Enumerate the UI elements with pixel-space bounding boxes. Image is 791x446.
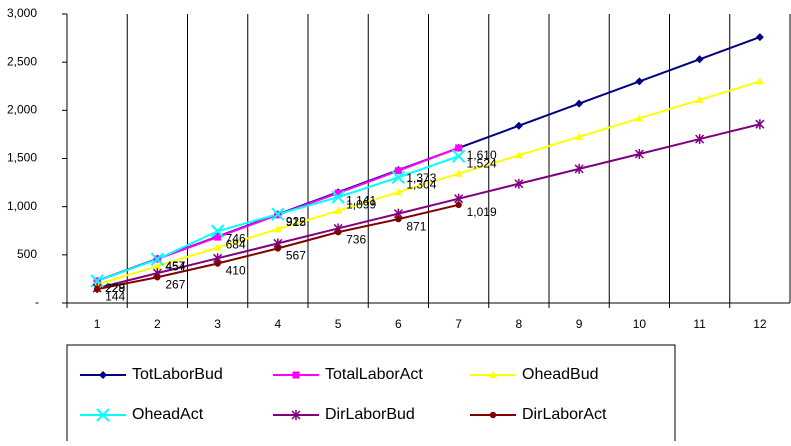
point (635, 77, 644, 86)
y-tick-label: 1,500 (7, 151, 37, 165)
point (93, 285, 101, 293)
x-tick-label: 9 (576, 317, 583, 331)
x-tick-label: 8 (516, 317, 523, 331)
point (455, 201, 462, 209)
point (455, 144, 463, 152)
x-tick-label: 1 (94, 317, 101, 331)
x-tick-label: 7 (455, 317, 462, 331)
data-label: 746 (226, 231, 246, 245)
point (214, 260, 221, 267)
point (154, 274, 161, 281)
point (514, 151, 523, 159)
x-tick-label: 11 (693, 317, 706, 331)
legend-marker (489, 371, 497, 378)
x-tick-label: 10 (633, 317, 647, 331)
y-tick-label: 2,500 (7, 54, 37, 68)
point (695, 55, 704, 64)
data-label: 567 (286, 249, 306, 263)
y-tick-label: 2,000 (7, 103, 37, 117)
point (391, 170, 406, 185)
data-label: 1,099 (346, 197, 376, 211)
point (755, 77, 764, 85)
point (695, 134, 705, 145)
data-label: 229 (105, 281, 125, 295)
point (574, 163, 584, 174)
legend-marker (96, 408, 110, 422)
y-tick-label: 1,000 (7, 199, 37, 213)
point (634, 148, 644, 159)
legend-label: DirLaborBud (325, 406, 415, 423)
point (153, 262, 162, 270)
x-tick-label: 12 (753, 317, 767, 331)
data-label: 410 (226, 264, 246, 278)
point (635, 114, 644, 122)
data-label: 457 (165, 259, 185, 273)
point (213, 243, 222, 251)
point (394, 188, 403, 196)
data-label: 1,304 (406, 178, 436, 192)
data-label: 1,610 (467, 148, 497, 162)
point (210, 224, 225, 238)
legend-label: DirLaborAct (522, 406, 607, 423)
point (150, 252, 165, 266)
x-tick-label: 4 (275, 317, 282, 331)
point (214, 233, 222, 241)
point (451, 149, 466, 163)
point (334, 206, 343, 214)
point (454, 169, 463, 177)
point (274, 245, 282, 252)
point (514, 121, 523, 130)
point (334, 189, 342, 197)
data-label: 915 (286, 215, 306, 229)
point (271, 207, 285, 221)
data-label: 1,019 (467, 205, 497, 219)
point (755, 33, 764, 42)
legend-label: OheadBud (522, 366, 599, 383)
legend-marker (489, 411, 497, 419)
legend-marker (291, 410, 301, 420)
data-label: 1,141 (346, 193, 376, 207)
data-label: 228 (105, 281, 125, 295)
data-label: 1,524 (467, 156, 497, 170)
y-tick-label: 3,000 (7, 6, 37, 20)
data-label: 1,373 (406, 171, 436, 185)
data-label: 144 (105, 289, 125, 303)
data-label: 267 (165, 277, 185, 291)
point (273, 225, 282, 233)
data-label: 736 (346, 232, 366, 246)
data-label: 684 (226, 237, 246, 251)
y-tick-label: 500 (17, 247, 37, 261)
point (575, 99, 584, 108)
data-label: 871 (406, 219, 426, 233)
legend-box (66, 344, 676, 446)
y-tick-label: - (35, 295, 39, 309)
legend-label: OheadAct (132, 406, 204, 423)
series-line (96, 123, 761, 290)
point (394, 167, 402, 175)
data-label: 454 (165, 259, 185, 273)
point (695, 95, 704, 103)
series-line (96, 80, 761, 286)
point (755, 119, 765, 130)
legend-label: TotLaborBud (132, 366, 223, 383)
x-tick-label: 3 (214, 317, 221, 331)
point (331, 190, 345, 204)
point (514, 178, 524, 189)
data-label: 922 (286, 214, 306, 228)
legend-label: TotalLaborAct (325, 366, 423, 383)
point (334, 228, 342, 236)
point (395, 215, 402, 223)
x-tick-label: 6 (395, 317, 402, 331)
x-tick-label: 5 (335, 317, 342, 331)
legend-marker (292, 371, 300, 379)
legend-marker (99, 371, 107, 379)
x-tick-label: 2 (154, 317, 161, 331)
point (575, 132, 584, 140)
